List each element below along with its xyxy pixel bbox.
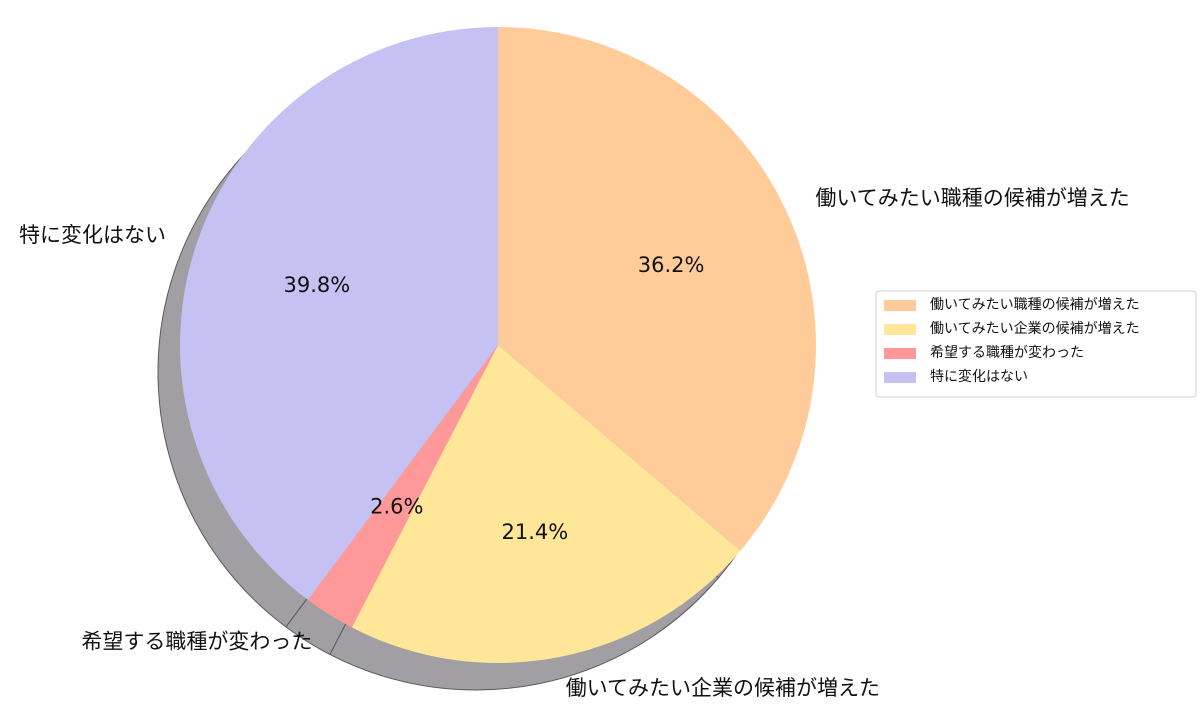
legend: 働いてみたい職種の候補が増えた働いてみたい企業の候補が増えた希望する職種が変わっ… bbox=[875, 290, 1197, 398]
legend-swatch-1 bbox=[884, 300, 916, 311]
pie-slice-1 bbox=[498, 27, 816, 551]
pie-slice-3 bbox=[307, 345, 498, 628]
pie-slice-2 bbox=[351, 345, 741, 664]
pie-slices bbox=[180, 27, 816, 664]
slice-label-4: 特に変化はない bbox=[19, 223, 166, 247]
slice-percent-4: 39.8% bbox=[284, 273, 351, 297]
legend-label-2: 働いてみたい企業の候補が増えた bbox=[930, 320, 1140, 337]
legend-swatch-4 bbox=[884, 372, 916, 383]
legend-frame bbox=[875, 290, 1197, 398]
slice-label-3: 希望する職種が変わった bbox=[81, 630, 312, 654]
legend-swatch-2 bbox=[884, 324, 916, 335]
slice-percent-labels: 36.2% 21.4% 2.6% 39.8% bbox=[284, 253, 705, 544]
slice-percent-1: 36.2% bbox=[638, 253, 705, 277]
legend-label-4: 特に変化はない bbox=[930, 368, 1028, 385]
slice-label-2: 働いてみたい企業の候補が増えた bbox=[566, 676, 880, 700]
pie-slice-4 bbox=[180, 27, 498, 600]
slice-percent-2: 21.4% bbox=[502, 520, 569, 544]
slice-percent-3: 2.6% bbox=[370, 495, 423, 519]
legend-label-3: 希望する職種が変わった bbox=[930, 344, 1084, 361]
slice-label-1: 働いてみたい職種の候補が増えた bbox=[815, 186, 1129, 210]
legend-label-1: 働いてみたい職種の候補が増えた bbox=[930, 297, 1140, 313]
legend-swatch-3 bbox=[884, 348, 916, 359]
